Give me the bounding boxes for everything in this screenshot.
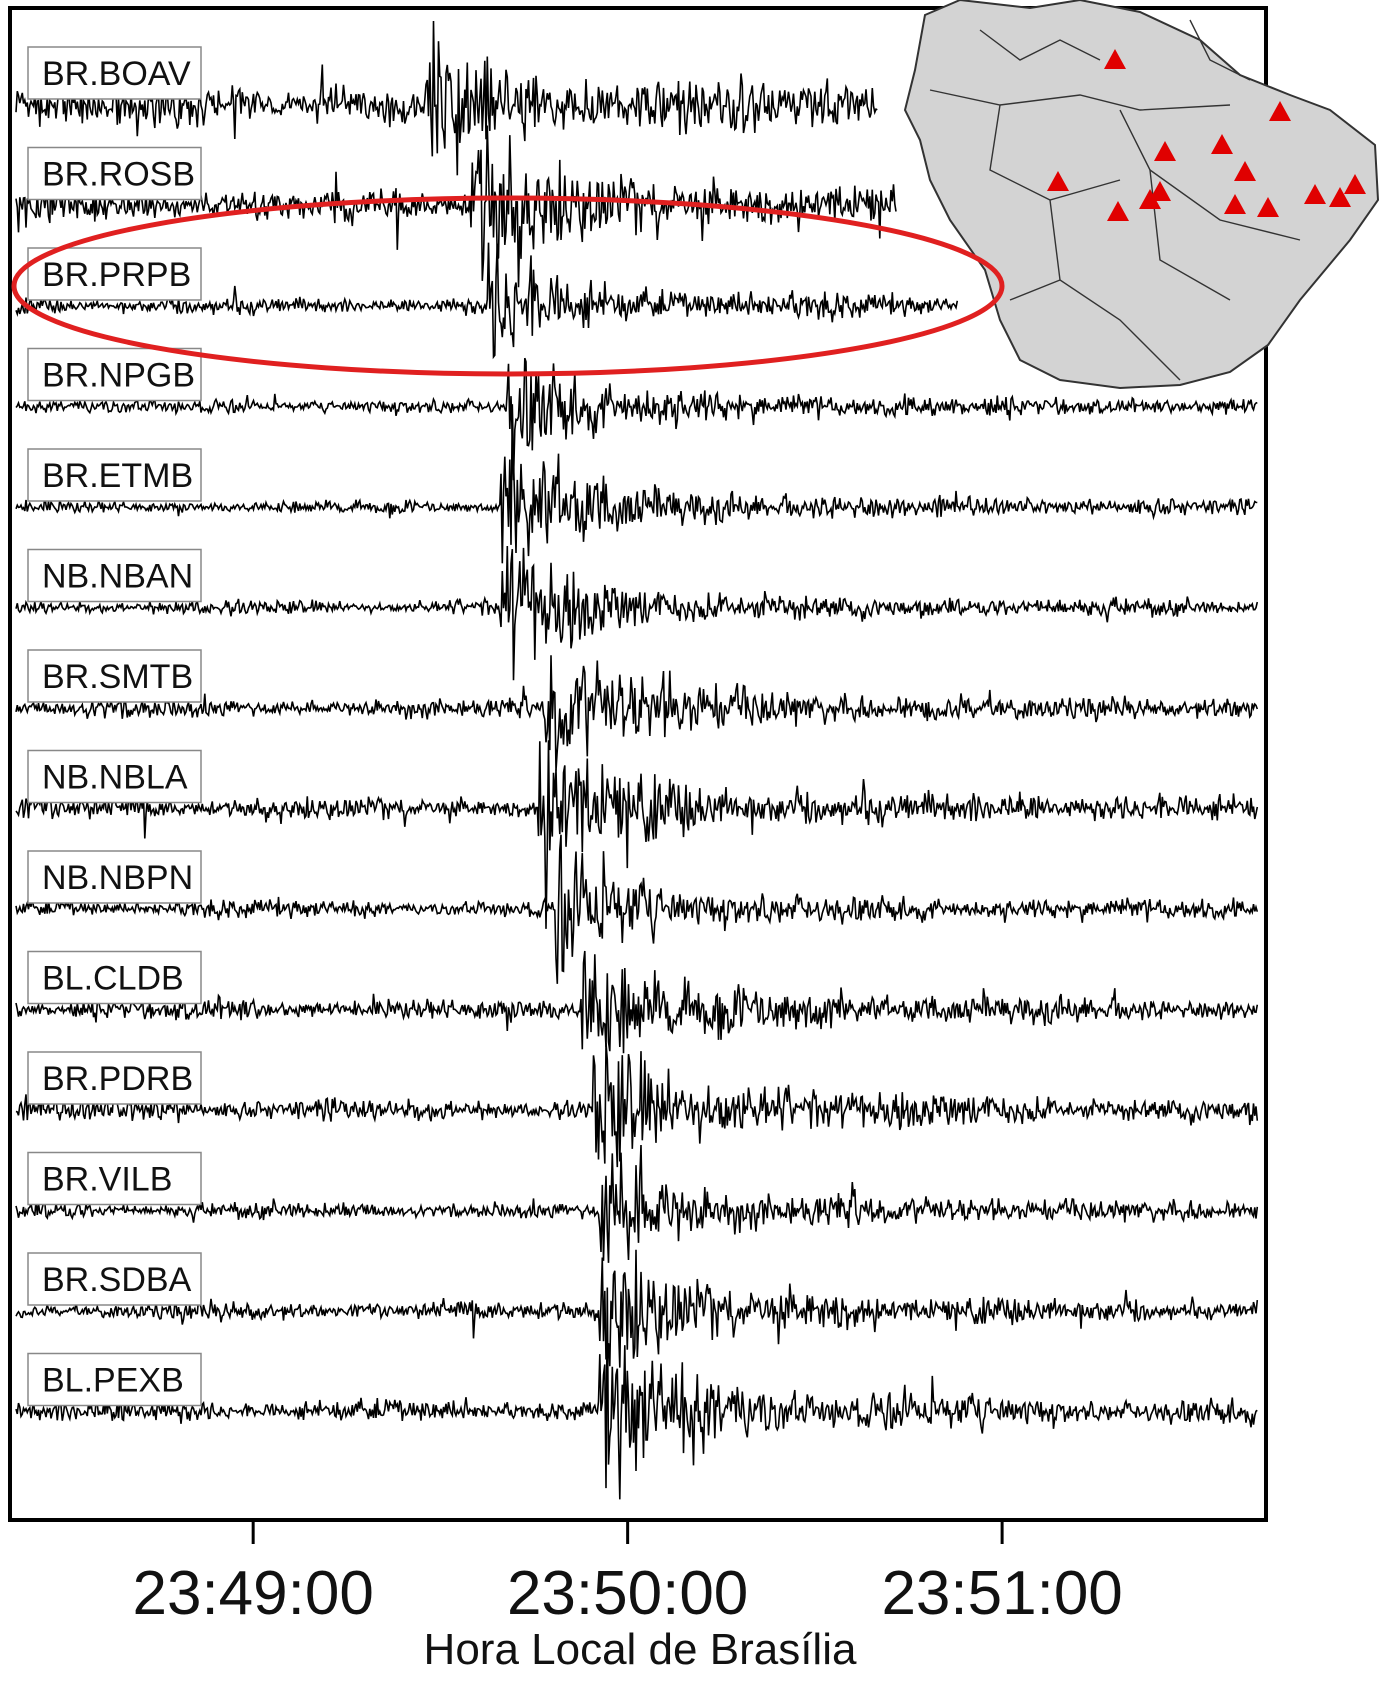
station-label-text: BR.SMTB [42, 658, 193, 696]
station-marker-icon [1047, 171, 1069, 191]
station-marker-icon [1234, 161, 1256, 181]
station-label-bl-cldb: BL.CLDB [27, 950, 202, 1005]
trace-br-boav [15, 20, 878, 176]
station-marker-icon [1224, 194, 1246, 214]
x-tick-label: 23:49:00 [132, 1559, 373, 1628]
station-label-box [27, 649, 202, 703]
station-label-text: BR.PRPB [42, 256, 191, 294]
x-tick-label: 23:50:00 [507, 1559, 748, 1628]
traces-layer [15, 20, 1259, 1500]
trace-br-prpb [15, 242, 959, 360]
trace-nb-nbpn [15, 834, 1259, 984]
trace-nb-nbla [15, 740, 1259, 929]
station-label-box [27, 1051, 202, 1105]
station-marker-icon [1139, 189, 1161, 209]
station-label-br-etmb: BR.ETMB [27, 448, 202, 502]
trace-br-npgb [15, 357, 1258, 481]
station-label-br-npgb: BR.NPGB [27, 347, 202, 402]
station-label-box [27, 749, 202, 804]
station-label-box [27, 247, 202, 301]
station-label-text: BR.ROSB [42, 156, 195, 194]
inset-map [903, 0, 1380, 390]
station-marker-icon [1107, 201, 1129, 221]
station-marker-icon [1329, 187, 1351, 207]
station-label-box [27, 46, 202, 100]
highlight-ellipse [11, 195, 1005, 377]
inset-map-border [1119, 109, 1301, 241]
station-label-text: BR.NPGB [42, 357, 195, 395]
trace-br-smtb [15, 655, 1259, 771]
trace-br-etmb [15, 404, 1258, 564]
station-marker-icon [1304, 184, 1326, 204]
station-label-box [27, 950, 202, 1005]
station-marker-icon [1104, 49, 1126, 69]
inset-map-border [929, 89, 1231, 111]
station-marker-icon [1269, 101, 1291, 121]
trace-br-sdba [15, 1249, 1259, 1368]
station-label-nb-nbla: NB.NBLA [27, 749, 202, 804]
station-labels-layer: BR.BOAV BR.ROSB BR.PRPB BR.NPGB BR.ETMB NB.NB… [27, 46, 202, 1407]
x-tick-label: 23:51:00 [881, 1559, 1122, 1628]
trace-nb-nban [15, 545, 1259, 681]
station-label-box [27, 548, 202, 603]
station-marker-icon [1154, 141, 1176, 161]
station-label-box [27, 448, 202, 502]
inset-map-border [979, 29, 1101, 61]
station-marker-icon [1257, 197, 1279, 217]
station-label-box [27, 347, 202, 402]
inset-map-border [1189, 19, 1251, 81]
station-label-text: BL.PEXB [42, 1362, 184, 1400]
station-label-text: NB.NBPN [42, 859, 193, 897]
station-label-br-pdrb: BR.PDRB [27, 1051, 202, 1105]
x-axis-title: Hora Local de Brasília [424, 1625, 857, 1674]
station-label-text: BR.ETMB [42, 457, 193, 495]
station-label-nb-nbpn: NB.NBPN [27, 850, 202, 904]
plot-frame [8, 6, 1268, 1522]
station-label-br-smtb: BR.SMTB [27, 649, 202, 703]
station-marker-icon [1211, 134, 1233, 154]
station-label-text: BR.BOAV [42, 55, 191, 93]
trace-bl-cldb [15, 950, 1259, 1054]
station-label-bl-pexb: BL.PEXB [27, 1352, 202, 1407]
inset-map-border [1009, 279, 1061, 301]
trace-br-rosb [15, 125, 897, 288]
station-label-text: BR.PDRB [42, 1060, 193, 1098]
trace-br-pdrb [15, 1043, 1259, 1168]
station-label-text: NB.NBLA [42, 759, 188, 797]
station-label-nb-nban: NB.NBAN [27, 548, 202, 603]
station-label-box [27, 1352, 202, 1407]
station-label-br-boav: BR.BOAV [27, 46, 202, 100]
station-label-br-sdba: BR.SDBA [27, 1252, 202, 1306]
station-label-box [27, 1252, 202, 1306]
inset-map-border [1049, 199, 1181, 381]
station-label-br-prpb: BR.PRPB [27, 247, 202, 301]
station-label-text: NB.NBAN [42, 558, 193, 596]
trace-bl-pexb [15, 1287, 1258, 1500]
station-marker-icon [1149, 181, 1171, 201]
inset-map-land [903, 0, 1380, 390]
station-label-box [27, 850, 202, 904]
station-label-text: BR.SDBA [42, 1261, 192, 1299]
station-label-text: BL.CLDB [42, 960, 184, 998]
station-label-text: BR.VILB [42, 1161, 172, 1199]
inset-map-border [989, 104, 1121, 201]
x-axis: 23:49:00 23:50:00 23:51:00 [132, 1520, 1123, 1628]
station-marker-icon [1344, 174, 1366, 194]
highlight-layer [11, 195, 1005, 377]
station-label-br-rosb: BR.ROSB [27, 146, 202, 201]
trace-br-vilb [15, 1144, 1259, 1263]
station-label-box [27, 146, 202, 201]
station-label-br-vilb: BR.VILB [27, 1151, 202, 1206]
station-label-box [27, 1151, 202, 1206]
